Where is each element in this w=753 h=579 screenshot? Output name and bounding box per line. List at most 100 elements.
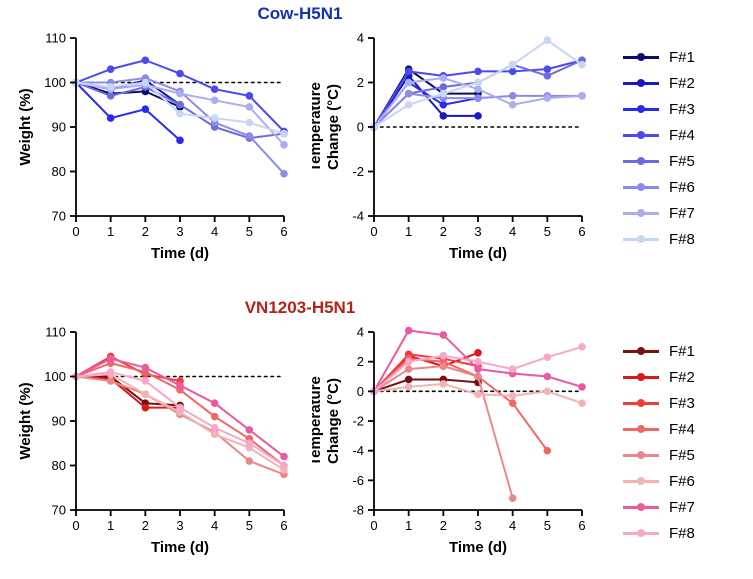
legend-label: F#3 [669, 101, 695, 118]
svg-vn-temp: 0123456-8-6-4-2024Time (d)TemperatureCha… [312, 322, 592, 562]
legend-item: F#8 [623, 520, 743, 546]
svg-vn-weight: 0123456708090100110Time (d)Weight (%) [14, 322, 294, 562]
legend-label: F#5 [669, 153, 695, 170]
row-cow: Cow-H5N1 0123456708090100110Time (d)Weig… [0, 4, 753, 284]
svg-text:6: 6 [578, 518, 585, 533]
svg-text:Time (d): Time (d) [151, 539, 209, 556]
svg-text:2: 2 [142, 224, 149, 239]
svg-text:1: 1 [107, 224, 114, 239]
svg-text:2: 2 [142, 518, 149, 533]
legend-label: F#6 [669, 473, 695, 490]
svg-text:6: 6 [578, 224, 585, 239]
svg-text:4: 4 [211, 518, 218, 533]
svg-text:1: 1 [405, 518, 412, 533]
svg-text:0: 0 [357, 384, 364, 399]
svg-text:4: 4 [509, 518, 516, 533]
svg-text:3: 3 [474, 224, 481, 239]
svg-text:4: 4 [211, 224, 218, 239]
legend-item: F#6 [623, 468, 743, 494]
legend-item: F#5 [623, 442, 743, 468]
svg-text:-2: -2 [352, 164, 364, 179]
svg-text:110: 110 [45, 31, 66, 46]
legend-swatch [623, 82, 659, 85]
svg-text:-6: -6 [352, 473, 364, 488]
svg-text:2: 2 [357, 354, 364, 369]
legend-label: F#3 [669, 395, 695, 412]
legend-item: F#6 [623, 174, 743, 200]
legend-swatch [623, 376, 659, 379]
chart-vn-temp: 0123456-8-6-4-2024Time (d)TemperatureCha… [312, 322, 592, 567]
svg-text:0: 0 [72, 224, 79, 239]
svg-cow-temp: 0123456-4-2024Time (d)TemperatureChange … [312, 28, 592, 268]
legend-swatch [623, 402, 659, 405]
legend-label: F#5 [669, 447, 695, 464]
legend-swatch [623, 532, 659, 535]
svg-text:-4: -4 [352, 209, 364, 224]
svg-text:100: 100 [44, 369, 66, 384]
svg-text:0: 0 [72, 518, 79, 533]
legend-label: F#4 [669, 127, 695, 144]
chart-cow-weight: 0123456708090100110Time (d)Weight (%) [14, 28, 294, 273]
svg-text:5: 5 [246, 518, 253, 533]
chart-cow-temp: 0123456-4-2024Time (d)TemperatureChange … [312, 28, 592, 273]
legend-item: F#2 [623, 70, 743, 96]
svg-text:3: 3 [176, 224, 183, 239]
svg-cow-weight: 0123456708090100110Time (d)Weight (%) [14, 28, 294, 268]
svg-text:100: 100 [44, 75, 66, 90]
legend-vn: F#1 F#2 F#3 F#4 F#5 F#6 F#7 F#8 [623, 338, 743, 546]
legend-item: F#7 [623, 200, 743, 226]
legend-item: F#3 [623, 96, 743, 122]
svg-text:TemperatureChange (°C): TemperatureChange (°C) [312, 376, 342, 466]
row-title-cow: Cow-H5N1 [0, 4, 600, 24]
legend-label: F#2 [669, 75, 695, 92]
legend-item: F#4 [623, 122, 743, 148]
legend-swatch [623, 56, 659, 59]
svg-text:Time (d): Time (d) [449, 539, 507, 556]
svg-text:70: 70 [52, 503, 66, 518]
svg-text:90: 90 [52, 120, 66, 135]
svg-text:Weight (%): Weight (%) [17, 88, 34, 165]
svg-text:0: 0 [370, 518, 377, 533]
legend-swatch [623, 454, 659, 457]
legend-swatch [623, 238, 659, 241]
legend-swatch [623, 350, 659, 353]
legend-item: F#1 [623, 44, 743, 70]
svg-text:2: 2 [440, 224, 447, 239]
legend-item: F#7 [623, 494, 743, 520]
legend-label: F#8 [669, 525, 695, 542]
svg-text:Time (d): Time (d) [449, 245, 507, 262]
svg-text:TemperatureChange (°C): TemperatureChange (°C) [312, 82, 342, 172]
legend-swatch [623, 480, 659, 483]
legend-cow: F#1 F#2 F#3 F#4 F#5 F#6 F#7 F#8 [623, 44, 743, 252]
legend-item: F#2 [623, 364, 743, 390]
svg-text:Weight (%): Weight (%) [17, 382, 34, 459]
svg-text:6: 6 [280, 518, 287, 533]
svg-text:1: 1 [405, 224, 412, 239]
legend-label: F#6 [669, 179, 695, 196]
svg-text:Time (d): Time (d) [151, 245, 209, 262]
legend-swatch [623, 108, 659, 111]
legend-item: F#3 [623, 390, 743, 416]
legend-label: F#8 [669, 231, 695, 248]
legend-swatch [623, 186, 659, 189]
svg-text:1: 1 [107, 518, 114, 533]
svg-text:5: 5 [246, 224, 253, 239]
legend-item: F#1 [623, 338, 743, 364]
legend-swatch [623, 212, 659, 215]
svg-text:3: 3 [474, 518, 481, 533]
svg-text:6: 6 [280, 224, 287, 239]
svg-text:5: 5 [544, 224, 551, 239]
legend-swatch [623, 134, 659, 137]
svg-text:80: 80 [52, 164, 66, 179]
legend-item: F#5 [623, 148, 743, 174]
legend-label: F#1 [669, 343, 695, 360]
svg-text:5: 5 [544, 518, 551, 533]
legend-swatch [623, 506, 659, 509]
legend-swatch [623, 428, 659, 431]
legend-label: F#2 [669, 369, 695, 386]
legend-label: F#4 [669, 421, 695, 438]
svg-text:4: 4 [509, 224, 516, 239]
legend-label: F#7 [669, 205, 695, 222]
svg-text:80: 80 [52, 458, 66, 473]
svg-text:2: 2 [357, 75, 364, 90]
